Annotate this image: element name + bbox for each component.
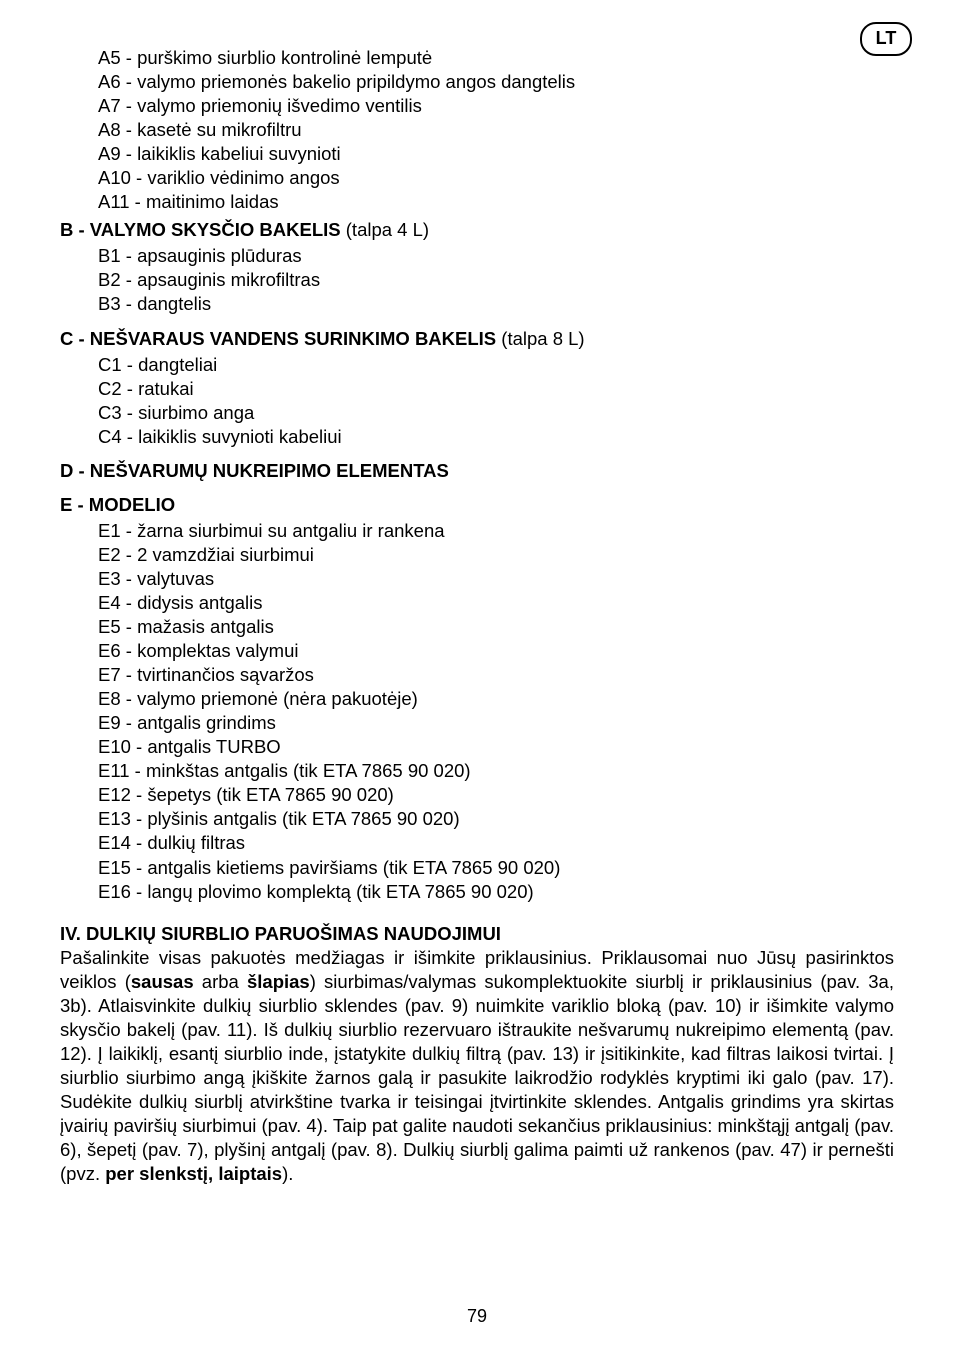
- list-item: E12 - šepetys (tik ETA 7865 90 020): [98, 783, 894, 807]
- list-item: E4 - didysis antgalis: [98, 591, 894, 615]
- list-item: A5 - purškimo siurblio kontrolinė lemput…: [98, 46, 894, 70]
- list-item: E10 - antgalis TURBO: [98, 735, 894, 759]
- list-item: E9 - antgalis grindims: [98, 711, 894, 735]
- list-item: C2 - ratukai: [98, 377, 894, 401]
- list-item: E8 - valymo priemonė (nėra pakuotėje): [98, 687, 894, 711]
- list-item: A6 - valymo priemonės bakelio pripildymo…: [98, 70, 894, 94]
- list-item: A7 - valymo priemonių išvedimo ventilis: [98, 94, 894, 118]
- section-e-title: E - MODELIO: [60, 493, 894, 517]
- section-c-title: C - NEŠVARAUS VANDENS SURINKIMO BAKELIS …: [60, 327, 894, 351]
- list-item: E11 - minkštas antgalis (tik ETA 7865 90…: [98, 759, 894, 783]
- list-b: B1 - apsauginis plūduras B2 - apsauginis…: [60, 244, 894, 316]
- list-item: A11 - maitinimo laidas: [98, 190, 894, 214]
- list-item: C1 - dangteliai: [98, 353, 894, 377]
- list-item: E13 - plyšinis antgalis (tik ETA 7865 90…: [98, 807, 894, 831]
- list-item: B3 - dangtelis: [98, 292, 894, 316]
- list-item: B1 - apsauginis plūduras: [98, 244, 894, 268]
- list-item: E6 - komplektas valymui: [98, 639, 894, 663]
- list-item: A9 - laikiklis kabeliui suvynioti: [98, 142, 894, 166]
- section-b-title: B - VALYMO SKYSČIO BAKELIS (talpa 4 L): [60, 218, 894, 242]
- list-item: E2 - 2 vamzdžiai siurbimui: [98, 543, 894, 567]
- list-a: A5 - purškimo siurblio kontrolinė lemput…: [60, 46, 894, 214]
- list-item: E3 - valytuvas: [98, 567, 894, 591]
- list-item: E15 - antgalis kietiems paviršiams (tik …: [98, 856, 894, 880]
- list-item: E5 - mažasis antgalis: [98, 615, 894, 639]
- content: A5 - purškimo siurblio kontrolinė lemput…: [60, 46, 894, 1186]
- section-iv-heading: IV. DULKIŲ SIURBLIO PARUOŠIMAS NAUDOJIMU…: [60, 922, 894, 946]
- list-item: E16 - langų plovimo komplektą (tik ETA 7…: [98, 880, 894, 904]
- list-item: A10 - variklio vėdinimo angos: [98, 166, 894, 190]
- list-item: E1 - žarna siurbimui su antgaliu ir rank…: [98, 519, 894, 543]
- list-item: E14 - dulkių filtras: [98, 831, 894, 855]
- list-e: E1 - žarna siurbimui su antgaliu ir rank…: [60, 519, 894, 904]
- list-c: C1 - dangteliai C2 - ratukai C3 - siurbi…: [60, 353, 894, 449]
- list-item: A8 - kasetė su mikrofiltru: [98, 118, 894, 142]
- list-item: C3 - siurbimo anga: [98, 401, 894, 425]
- section-iv-body: Pašalinkite visas pakuotės medžiagas ir …: [60, 946, 894, 1186]
- list-item: B2 - apsauginis mikrofiltras: [98, 268, 894, 292]
- list-item: C4 - laikiklis suvynioti kabeliui: [98, 425, 894, 449]
- page-number: 79: [0, 1305, 954, 1328]
- page: LT A5 - purškimo siurblio kontrolinė lem…: [0, 0, 954, 1354]
- list-item: E7 - tvirtinančios sąvaržos: [98, 663, 894, 687]
- section-d-title: D - NEŠVARUMŲ NUKREIPIMO ELEMENTAS: [60, 459, 894, 483]
- language-badge: LT: [860, 22, 912, 56]
